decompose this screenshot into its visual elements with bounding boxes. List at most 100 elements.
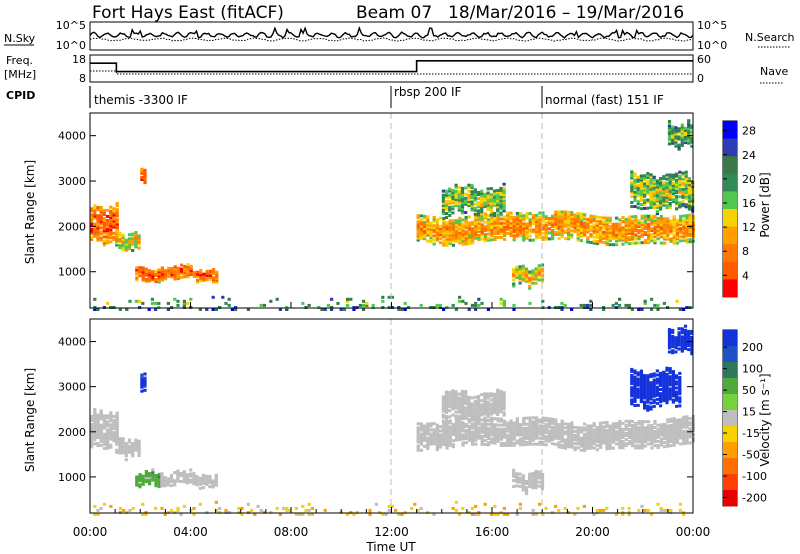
heatmap-cell — [470, 186, 474, 190]
heatmap-cell — [631, 237, 635, 241]
heatmap-cell — [90, 229, 94, 233]
heatmap-cell — [557, 437, 561, 441]
heatmap-cell — [524, 492, 529, 496]
heatmap-cell — [576, 214, 580, 218]
heatmap-cell — [608, 237, 612, 241]
heatmap-cell — [528, 228, 532, 232]
heatmap-cell — [668, 193, 672, 197]
heatmap-cell — [99, 220, 103, 224]
heatmap-cell — [444, 189, 449, 193]
heatmap-cell — [678, 400, 682, 404]
heatmap-cell — [650, 308, 654, 311]
heatmap-cell — [639, 176, 643, 180]
heatmap-cell — [665, 395, 669, 399]
heatmap-cell — [576, 228, 580, 232]
heatmap-cell — [624, 230, 628, 234]
heatmap-cell — [106, 416, 110, 420]
heatmap-cell — [227, 297, 231, 301]
heatmap-cell — [503, 217, 507, 221]
heatmap-cell — [636, 393, 640, 397]
heatmap-cell — [509, 437, 513, 441]
heatmap-cell — [621, 436, 625, 439]
heatmap-cell — [605, 224, 609, 228]
heatmap-cell — [509, 441, 513, 445]
heatmap-cell — [615, 434, 619, 438]
heatmap-cell — [608, 233, 612, 236]
beam-label: Beam 07 — [356, 3, 432, 23]
x-tick-label: 16:00 — [475, 525, 510, 539]
heatmap-cell — [688, 227, 692, 231]
heatmap-cell — [640, 434, 644, 438]
heatmap-cell — [675, 231, 679, 235]
heatmap-cell — [492, 401, 497, 404]
heatmap-cell — [490, 433, 494, 437]
heatmap-cell — [492, 411, 497, 415]
heatmap-cell — [678, 396, 682, 400]
heatmap-cell — [640, 231, 644, 234]
heatmap-cell — [630, 201, 634, 204]
nave-label: Nave — [760, 65, 788, 78]
heatmap-cell — [582, 504, 586, 508]
heatmap-cell — [106, 231, 110, 235]
heatmap-cell — [634, 428, 638, 432]
heatmap-cell — [474, 234, 478, 238]
heatmap-cell — [483, 392, 487, 396]
heatmap-cell — [680, 137, 684, 141]
heatmap-cell — [682, 442, 686, 446]
heatmap-cell — [499, 395, 503, 399]
heatmap-cell — [685, 429, 689, 433]
heatmap-cell — [127, 237, 132, 241]
heatmap-cell — [464, 394, 468, 397]
heatmap-cell — [677, 137, 681, 141]
heatmap-cell — [684, 186, 688, 190]
heatmap-cell — [595, 508, 599, 512]
heatmap-cell — [573, 229, 577, 233]
heatmap-cell — [470, 208, 474, 212]
heatmap-cell — [659, 181, 663, 185]
heatmap-cell — [515, 439, 519, 443]
colorbar-swatch — [723, 209, 737, 228]
heatmap-cell — [538, 232, 542, 236]
heatmap-cell — [653, 241, 657, 245]
heatmap-cell — [675, 386, 679, 390]
heatmap-cell — [106, 434, 110, 438]
heatmap-cell — [480, 219, 484, 223]
heatmap-cell — [649, 205, 653, 209]
heatmap-cell — [643, 396, 647, 400]
heatmap-cell — [672, 419, 676, 423]
heatmap-cell — [183, 266, 187, 270]
heatmap-cell — [476, 211, 481, 215]
heatmap-cell — [557, 222, 561, 226]
heatmap-cell — [659, 394, 663, 398]
heatmap-cell — [573, 513, 577, 516]
heatmap-cell — [493, 429, 497, 433]
heatmap-cell — [589, 308, 593, 311]
heatmap-cell — [426, 428, 430, 432]
heatmap-cell — [506, 231, 510, 235]
heatmap-cell — [688, 229, 692, 233]
heatmap-cell — [458, 433, 462, 437]
heatmap-cell — [682, 431, 686, 435]
heatmap-cell — [666, 434, 670, 438]
heatmap-cell — [476, 197, 481, 200]
heatmap-cell — [560, 301, 564, 305]
heatmap-cell — [567, 424, 571, 428]
heatmap-cell — [515, 222, 519, 226]
heatmap-cell — [444, 205, 449, 209]
heatmap-cell — [176, 277, 180, 280]
heatmap-cell — [525, 422, 529, 426]
heatmap-cell — [106, 229, 110, 233]
heatmap-cell — [540, 279, 545, 283]
heatmap-cell — [659, 443, 663, 447]
heatmap-cell — [144, 472, 148, 475]
heatmap-cell — [687, 141, 691, 145]
heatmap-cell — [521, 276, 525, 280]
heatmap-cell — [681, 173, 685, 177]
heatmap-cell — [586, 442, 590, 446]
heatmap-cell — [656, 429, 660, 433]
heatmap-cell — [643, 299, 647, 303]
heatmap-cell — [189, 468, 193, 472]
heatmap-cell — [180, 275, 184, 279]
heatmap-cell — [560, 232, 564, 236]
heatmap-cell — [544, 225, 548, 229]
